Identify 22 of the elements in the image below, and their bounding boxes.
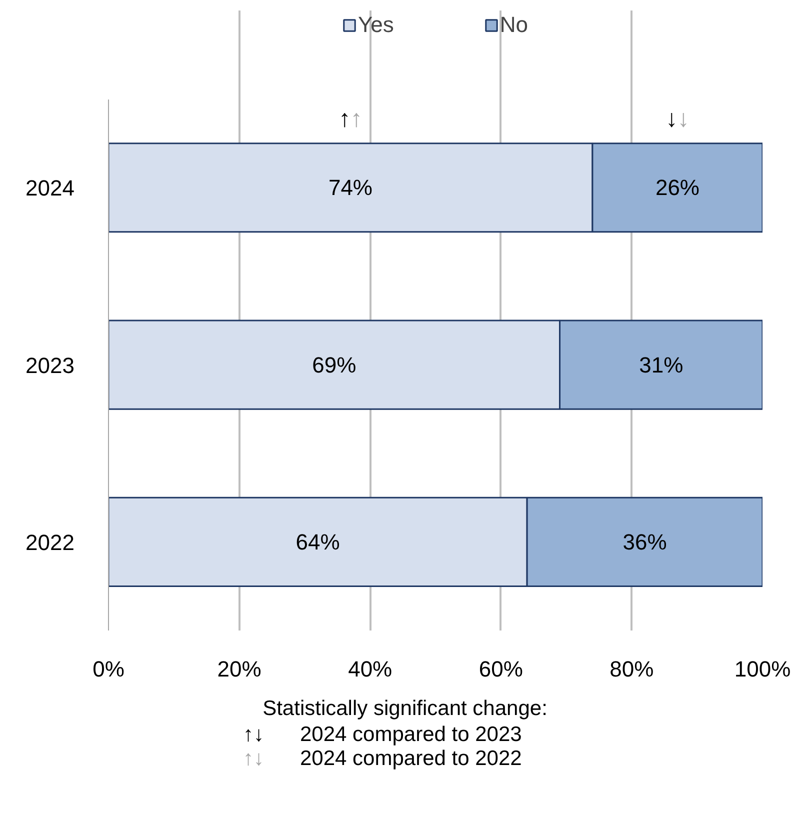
data-label: 69%	[312, 352, 356, 378]
y-tick-label: 2024	[26, 176, 75, 201]
x-tick-label: 0%	[92, 656, 124, 682]
y-tick-label: 2022	[26, 530, 75, 555]
x-tick-label: 60%	[478, 656, 523, 682]
legend-label: Yes	[358, 12, 394, 38]
data-label: 64%	[296, 529, 340, 554]
data-label: 31%	[639, 352, 684, 378]
x-tick-label: 20%	[217, 656, 262, 682]
text: ↑↓ 2024 compared to 2023	[243, 723, 522, 746]
y-tick-label: 2023	[26, 352, 75, 378]
data-label: 26%	[655, 175, 700, 200]
annotation: ↓↓	[666, 106, 690, 133]
data-label: 74%	[328, 175, 373, 200]
data-label: 36%	[622, 529, 667, 554]
text: Statistically significant change:	[262, 696, 548, 722]
text: ↑↓ 2024 compared to 2022	[243, 747, 522, 770]
x-tick-label: 80%	[610, 656, 654, 682]
x-tick-label: 40%	[348, 656, 392, 682]
annotation: ↑↑	[338, 106, 362, 133]
legend-label: No	[500, 12, 528, 38]
x-tick-label: 100%	[734, 656, 791, 682]
